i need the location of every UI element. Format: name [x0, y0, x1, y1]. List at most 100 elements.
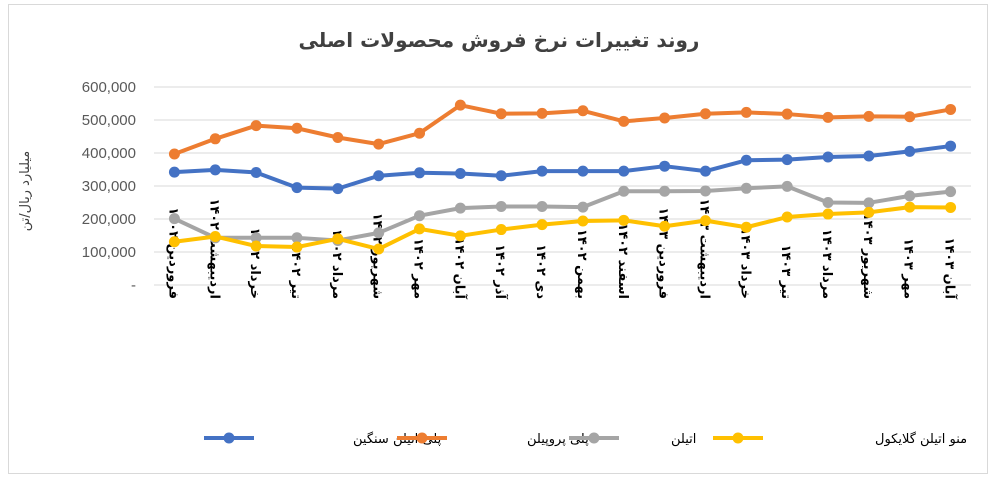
data-point	[291, 182, 303, 194]
data-point	[699, 215, 711, 227]
x-tick-label: آذر ۱۴۰۲	[492, 244, 509, 299]
data-point	[618, 185, 630, 197]
x-tick-label: اسفند ۱۴۰۲	[615, 223, 630, 299]
legend-swatch-marker	[416, 432, 428, 444]
chart-frame: روند تغییرات نرخ فروش محصولات اصلی - 100,…	[8, 4, 988, 474]
data-point	[863, 206, 875, 218]
data-point	[822, 208, 834, 220]
data-point	[454, 202, 466, 214]
data-point	[577, 215, 589, 227]
x-tick-label: اردیبهشت ۱۴۰۲	[206, 198, 221, 299]
legend-label: اتیلن	[671, 432, 696, 447]
data-point	[945, 103, 957, 115]
data-point	[291, 241, 303, 253]
data-point	[414, 127, 426, 139]
data-point	[373, 170, 385, 182]
data-point	[536, 107, 548, 119]
legend-swatch-marker	[588, 432, 600, 444]
data-point	[536, 219, 548, 231]
data-point	[740, 106, 752, 118]
y-tick-label: 100,000	[82, 244, 136, 261]
data-point	[659, 160, 671, 172]
data-point	[495, 170, 507, 182]
data-point	[291, 122, 303, 134]
data-point	[699, 185, 711, 197]
data-point	[740, 221, 752, 233]
legend-label: منو اتیلن گلایکول	[875, 431, 967, 447]
data-point	[781, 154, 793, 166]
y-axis-label: میلیارد ریال/تن	[18, 151, 33, 231]
data-point	[904, 201, 916, 213]
data-point	[495, 224, 507, 236]
data-point	[250, 120, 262, 132]
y-axis-ticks: - 100,000 200,000 300,000 400,000 500,000 600,…	[82, 79, 136, 294]
x-tick-label: دی ۱۴۰۲	[533, 244, 548, 299]
data-point	[740, 154, 752, 166]
data-point	[822, 197, 834, 208]
series-line	[172, 144, 953, 191]
data-point	[781, 108, 793, 120]
data-point	[373, 138, 385, 150]
data-point	[495, 108, 507, 120]
data-point	[209, 133, 221, 145]
data-point	[536, 200, 548, 212]
data-point	[863, 150, 875, 162]
data-point	[945, 201, 957, 213]
data-point	[577, 201, 589, 213]
data-point	[332, 233, 344, 245]
data-point	[209, 230, 221, 242]
x-tick-label: بهمن ۱۴۰۲	[574, 229, 589, 299]
y-tick-label: 500,000	[82, 112, 136, 129]
data-point	[822, 151, 834, 163]
series-line	[172, 184, 953, 243]
data-point	[618, 165, 630, 177]
data-point	[373, 227, 385, 239]
data-point	[740, 182, 752, 194]
x-tick-label: تیر ۱۴۰۲	[288, 244, 303, 299]
data-point	[863, 197, 875, 209]
data-point	[454, 99, 466, 111]
data-point	[659, 112, 671, 124]
x-tick-label: اردیبهشت ۱۴۰۳	[696, 198, 711, 299]
x-tick-label: آبان ۱۴۰۳	[942, 237, 959, 299]
data-point	[414, 167, 426, 179]
x-tick-label: شهریور ۱۴۰۳	[860, 213, 875, 299]
data-point	[822, 111, 834, 123]
data-point	[781, 180, 793, 192]
x-tick-label: مرداد ۱۴۰۲	[329, 229, 344, 299]
x-tick-label: آبان ۱۴۰۲	[451, 237, 468, 299]
data-point	[863, 110, 875, 122]
chart-title: روند تغییرات نرخ فروش محصولات اصلی	[299, 28, 700, 52]
data-point	[577, 105, 589, 117]
data-point	[454, 230, 466, 242]
data-point	[332, 131, 344, 143]
x-tick-label: تیر ۱۴۰۳	[778, 244, 793, 299]
x-tick-label: شهریور ۱۴۰۲	[370, 213, 385, 299]
data-point	[618, 115, 630, 127]
data-point	[414, 210, 426, 222]
legend-swatch-marker	[223, 432, 235, 444]
data-point	[168, 166, 180, 178]
data-point	[250, 240, 262, 252]
data-point	[454, 167, 466, 179]
series-lines	[168, 99, 957, 255]
line-chart: روند تغییرات نرخ فروش محصولات اصلی - 100,…	[18, 28, 971, 447]
data-point	[577, 165, 589, 177]
x-tick-label: مهر ۱۴۰۳	[901, 238, 916, 299]
legend-swatch-marker	[732, 432, 744, 444]
data-point	[536, 165, 548, 177]
y-tick-label: 200,000	[82, 211, 136, 228]
y-tick-label: -	[131, 277, 136, 294]
data-point	[332, 183, 344, 195]
data-point	[659, 220, 671, 232]
data-point	[209, 164, 221, 176]
data-point	[250, 166, 262, 178]
x-tick-label: خرداد ۱۴۰۳	[737, 227, 752, 299]
x-tick-label: مرداد ۱۴۰۳	[819, 229, 834, 299]
y-tick-label: 600,000	[82, 79, 136, 96]
data-point	[781, 211, 793, 223]
data-point	[618, 214, 630, 226]
data-point	[168, 148, 180, 160]
data-point	[904, 145, 916, 157]
